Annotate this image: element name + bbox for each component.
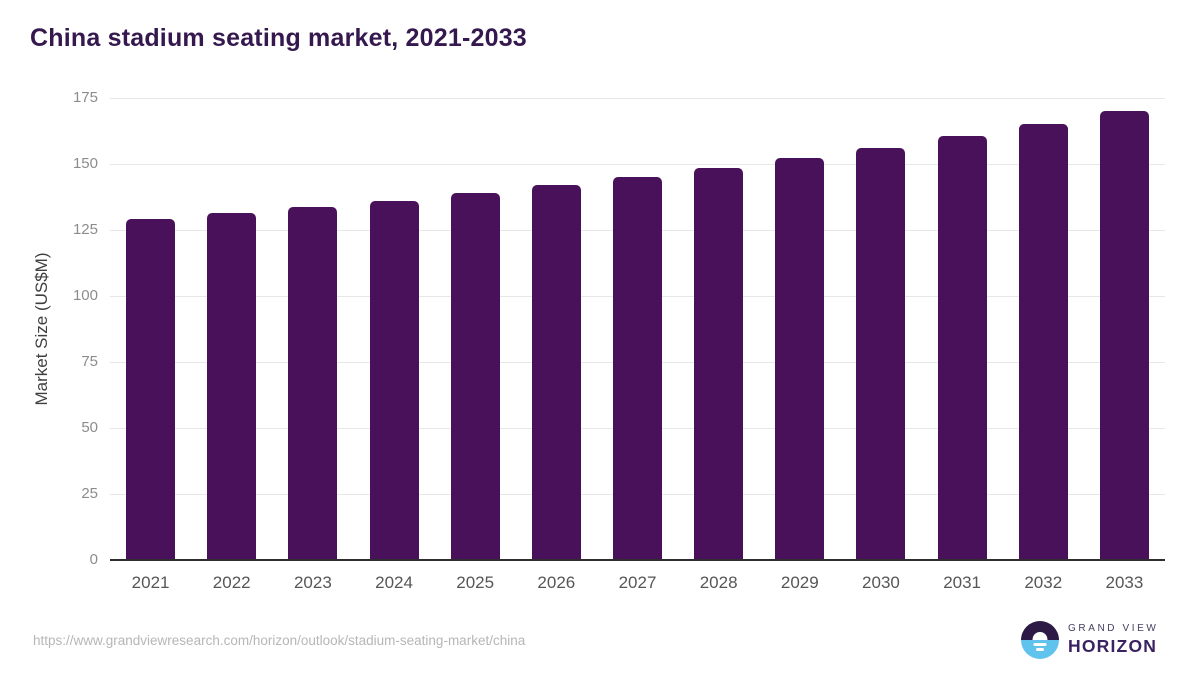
logo-brand-name: GRAND VIEW	[1068, 623, 1159, 634]
bar-2024	[369, 200, 419, 560]
y-axis-title: Market Size (US$M)	[32, 252, 51, 406]
y-tick-label: 25	[81, 485, 98, 502]
x-tick-label: 2033	[1105, 573, 1144, 592]
x-tick-label: 2023	[293, 573, 332, 592]
bar-2025	[450, 192, 500, 560]
bar-2022	[207, 213, 257, 560]
bar-2023	[288, 207, 338, 560]
x-tick-label: 2026	[537, 573, 576, 592]
x-tick-label: 2024	[375, 573, 413, 592]
y-tick-label: 125	[72, 221, 98, 238]
gridline-150	[110, 163, 1165, 165]
bar-2029	[775, 158, 825, 560]
bar-2021	[126, 219, 176, 560]
source-url: https://www.grandviewresearch.com/horizo…	[33, 633, 526, 648]
bar-2033	[1099, 110, 1149, 560]
logo-text: GRAND VIEW HORIZON	[1068, 623, 1158, 657]
bar-2032	[1018, 124, 1068, 560]
x-tick-label: 2032	[1024, 573, 1063, 592]
x-tick-label: 2022	[212, 573, 251, 592]
x-tick-label: 2028	[699, 573, 738, 592]
x-tick-label: 2031	[943, 573, 982, 592]
bar-2028	[694, 167, 744, 560]
logo-wave-shape	[1033, 643, 1047, 646]
gridline-125	[110, 229, 1165, 231]
y-tick-label: 0	[89, 551, 98, 568]
gridline-50	[110, 427, 1165, 429]
y-tick-label: 175	[72, 89, 98, 106]
chart-title: China stadium seating market, 2021-2033	[30, 24, 527, 52]
gridline-25	[110, 493, 1165, 495]
logo-wave-shape	[1036, 648, 1044, 651]
x-axis-line	[110, 559, 1165, 561]
gridline-100	[110, 295, 1165, 297]
y-tick-label: 50	[81, 419, 98, 436]
x-tick-label: 2025	[456, 573, 495, 592]
x-tick-label: 2021	[131, 573, 170, 592]
logo-arch-shape	[1032, 632, 1048, 640]
bar-2027	[613, 176, 662, 560]
bar-2031	[937, 136, 987, 560]
brand-logo: GRAND VIEW HORIZON	[1021, 621, 1158, 659]
bar-2026	[531, 184, 581, 560]
x-tick-label: 2030	[862, 573, 900, 592]
bar-2030	[856, 147, 906, 560]
x-tick-label: 2027	[618, 573, 657, 592]
gridline-75	[110, 361, 1165, 363]
horizon-sunset-logo-icon	[1021, 621, 1059, 659]
logo-product-name: HORIZON	[1068, 636, 1158, 656]
gridline-175	[110, 97, 1165, 99]
x-tick-label: 2029	[780, 573, 819, 592]
y-tick-label: 150	[72, 155, 98, 172]
